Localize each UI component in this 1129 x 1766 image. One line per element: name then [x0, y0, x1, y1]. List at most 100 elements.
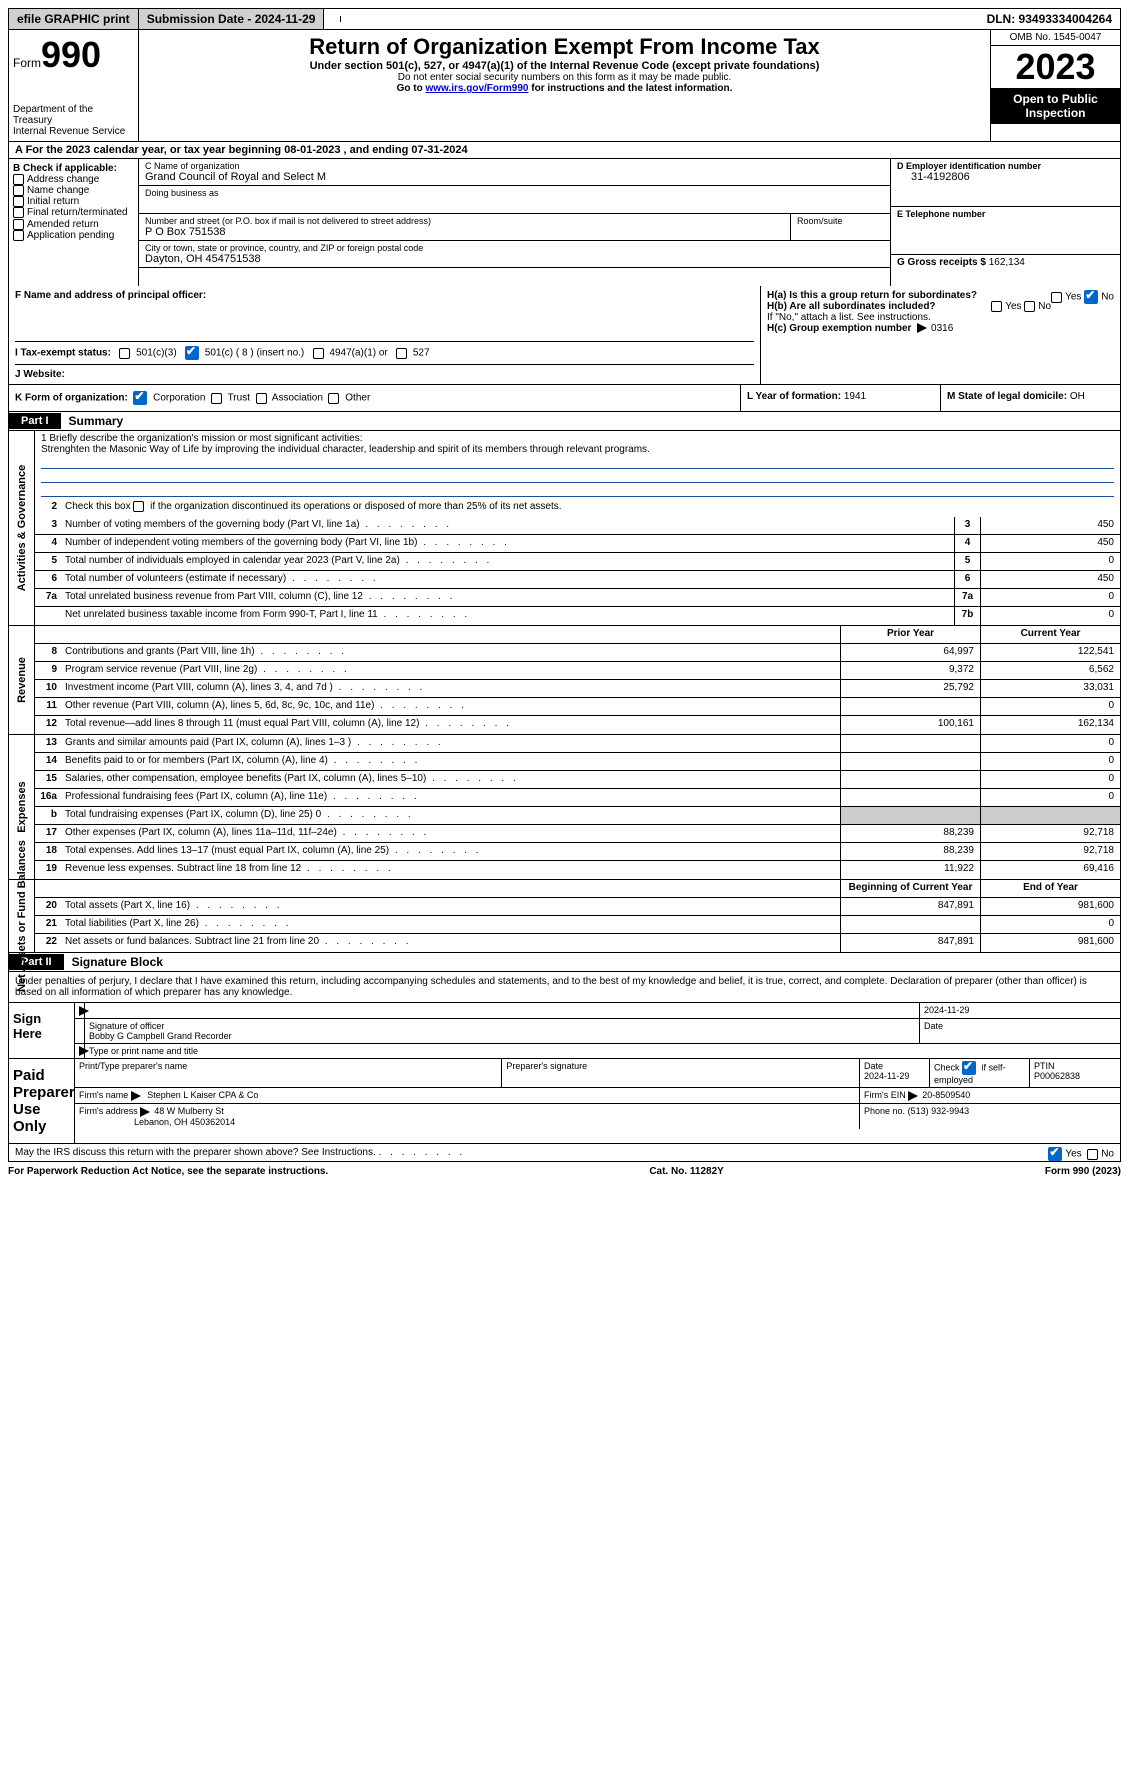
form-subtitle: Under section 501(c), 527, or 4947(a)(1)… — [147, 60, 982, 72]
row-fgh: F Name and address of principal officer:… — [8, 286, 1121, 385]
dept: Department of the Treasury Internal Reve… — [13, 104, 134, 137]
footer-left: For Paperwork Reduction Act Notice, see … — [8, 1166, 328, 1177]
irs-link[interactable]: www.irs.gov/Form990 — [425, 83, 528, 94]
ha-no[interactable] — [1084, 290, 1098, 304]
sign-here: Sign Here — [9, 1003, 75, 1058]
mission-lbl: 1 Briefly describe the organization's mi… — [41, 433, 1114, 444]
chk-501c3[interactable] — [119, 348, 130, 359]
ha-yes[interactable] — [1051, 292, 1062, 303]
spacer — [324, 16, 341, 22]
b-label: B Check if applicable: — [13, 163, 134, 174]
prep-date: 2024-11-29 — [864, 1071, 909, 1081]
ey-hdr: End of Year — [980, 880, 1120, 897]
footer-mid: Cat. No. 11282Y — [649, 1166, 723, 1177]
chk-selfemp[interactable] — [962, 1061, 976, 1075]
chk-address[interactable] — [13, 174, 24, 185]
mission-text: Strenghten the Masonic Way of Life by im… — [41, 444, 1114, 455]
hb-no[interactable] — [1024, 301, 1035, 312]
k-lbl: K Form of organization: — [15, 393, 128, 404]
line2-text: Check this box — [65, 501, 133, 512]
dln: DLN: 93493334004264 — [979, 9, 1120, 29]
hb-lbl: H(b) Are all subordinates included? — [767, 301, 936, 312]
m-val: OH — [1070, 391, 1085, 402]
topbar: efile GRAPHIC print Submission Date - 20… — [8, 8, 1121, 30]
part2-header: Part II Signature Block — [8, 953, 1121, 972]
tax-year: 2023 — [991, 46, 1120, 88]
side-exp: Expenses — [16, 781, 28, 832]
part1-tag: Part I — [9, 413, 61, 429]
ssn-note: Do not enter social security numbers on … — [147, 72, 982, 83]
discuss-yes[interactable] — [1048, 1147, 1062, 1161]
f-lbl: F Name and address of principal officer: — [15, 290, 754, 301]
form-header: Form990 Department of the Treasury Inter… — [8, 30, 1121, 142]
arrow-icon — [131, 1091, 141, 1101]
side-gov: Activities & Governance — [16, 465, 28, 592]
preparer-block: Paid Preparer Use Only Print/Type prepar… — [8, 1059, 1121, 1144]
g-lbl: G Gross receipts $ — [897, 257, 986, 268]
dba-lbl: Doing business as — [145, 188, 884, 198]
gross-receipts: 162,134 — [989, 257, 1025, 268]
block-bcde: B Check if applicable: Address change Na… — [8, 159, 1121, 286]
sig-lbl: Signature of officer — [89, 1021, 915, 1031]
chk-other[interactable] — [328, 393, 339, 404]
hc-lbl: H(c) Group exemption number — [767, 323, 911, 334]
hb-yes[interactable] — [991, 301, 1002, 312]
firm-name: Stephen L Kaiser CPA & Co — [147, 1090, 258, 1100]
side-net: Net Assets or Fund Balances — [16, 840, 28, 992]
footer: For Paperwork Reduction Act Notice, see … — [8, 1162, 1121, 1177]
rev-section: Revenue Prior YearCurrent Year 8Contribu… — [8, 626, 1121, 735]
m-lbl: M State of legal domicile: — [947, 391, 1067, 402]
ein-lbl: D Employer identification number — [897, 161, 1114, 171]
part1-header: Part I Summary — [8, 412, 1121, 431]
c-name-lbl: C Name of organization — [145, 161, 884, 171]
j-lbl: J Website: — [15, 369, 65, 380]
hb-note: If "No," attach a list. See instructions… — [767, 312, 1114, 323]
l-lbl: L Year of formation: — [747, 391, 841, 402]
firm-addr1: 48 W Mulberry St — [154, 1106, 224, 1116]
i-lbl: I Tax-exempt status: — [15, 348, 111, 359]
chk-501c[interactable] — [185, 346, 199, 360]
submission-date: Submission Date - 2024-11-29 — [139, 9, 325, 29]
chk-pending[interactable] — [13, 230, 24, 241]
arrow-icon — [140, 1107, 150, 1117]
type-lbl: Type or print name and title — [85, 1044, 1120, 1059]
cy-hdr: Current Year — [980, 626, 1120, 643]
chk-527[interactable] — [396, 348, 407, 359]
chk-4947[interactable] — [313, 348, 324, 359]
firm-phone: (513) 932-9943 — [908, 1106, 970, 1116]
chk-discontinued[interactable] — [133, 501, 144, 512]
exp-section: Expenses 13Grants and similar amounts pa… — [8, 735, 1121, 880]
sig-note: Under penalties of perjury, I declare th… — [8, 972, 1121, 1003]
arrow-icon — [917, 323, 927, 333]
gov-section: Activities & Governance 1 Briefly descri… — [8, 431, 1121, 626]
form-title: Return of Organization Exempt From Incom… — [147, 34, 982, 60]
side-rev: Revenue — [16, 657, 28, 703]
efile-btn[interactable]: efile GRAPHIC print — [9, 9, 139, 29]
discuss-row: May the IRS discuss this return with the… — [8, 1144, 1121, 1162]
chk-initial[interactable] — [13, 196, 24, 207]
tel-lbl: E Telephone number — [897, 209, 1114, 219]
discuss-no[interactable] — [1087, 1149, 1098, 1160]
ptin: P00062838 — [1034, 1071, 1080, 1081]
paid-preparer: Paid Preparer Use Only — [9, 1059, 75, 1143]
py-hdr: Prior Year — [840, 626, 980, 643]
col-c: C Name of organizationGrand Council of R… — [139, 159, 890, 286]
org-name: Grand Council of Royal and Select M — [145, 171, 884, 183]
footer-right: Form 990 (2023) — [1045, 1166, 1121, 1177]
chk-corp[interactable] — [133, 391, 147, 405]
chk-name[interactable] — [13, 185, 24, 196]
prep-name-lbl: Print/Type preparer's name — [75, 1059, 502, 1087]
chk-amended[interactable] — [13, 219, 24, 230]
ha-lbl: H(a) Is this a group return for subordin… — [767, 290, 977, 301]
open-inspection: Open to Public Inspection — [991, 88, 1120, 124]
prep-sig-lbl: Preparer's signature — [502, 1059, 860, 1087]
addr-val: P O Box 751538 — [145, 226, 784, 238]
chk-final[interactable] — [13, 207, 24, 218]
chk-assoc[interactable] — [256, 393, 267, 404]
discuss-text: May the IRS discuss this return with the… — [15, 1147, 376, 1158]
arrow-icon — [908, 1091, 918, 1101]
chk-trust[interactable] — [211, 393, 222, 404]
room-lbl: Room/suite — [797, 216, 884, 226]
form-number: Form990 — [13, 34, 134, 76]
col-b: B Check if applicable: Address change Na… — [9, 159, 139, 286]
